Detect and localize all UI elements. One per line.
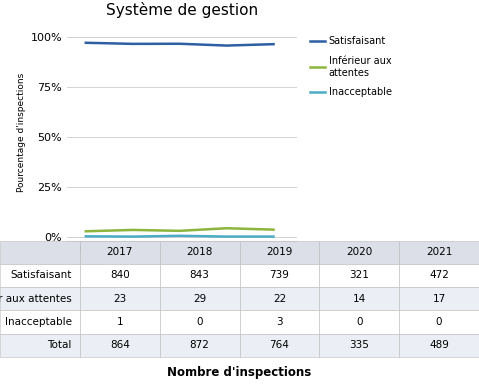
Title: Système de gestion: Système de gestion (106, 2, 258, 18)
Legend: Satisfaisant, Inférieur aux
attentes, Inacceptable: Satisfaisant, Inférieur aux attentes, In… (307, 33, 396, 101)
Y-axis label: Pourcentage d'inspections: Pourcentage d'inspections (17, 72, 26, 192)
Text: Nombre d'inspections: Nombre d'inspections (167, 366, 312, 379)
